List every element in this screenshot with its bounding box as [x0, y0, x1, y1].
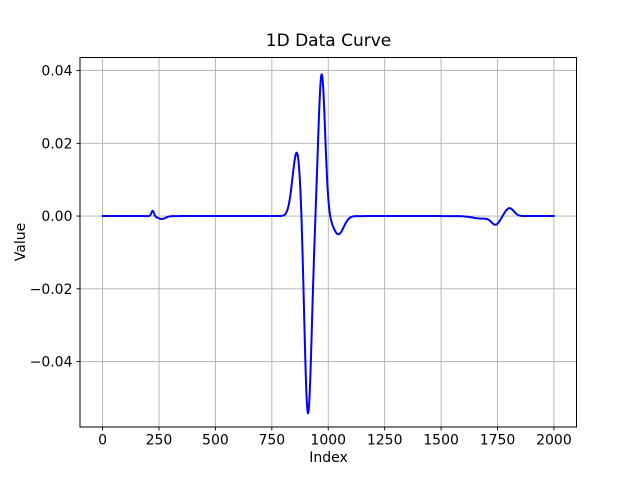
- y-tick-label: 0.04: [41, 64, 72, 80]
- gridlines: [80, 57, 577, 427]
- x-tick-label: 0: [98, 433, 107, 449]
- x-tick-label: 1250: [367, 433, 403, 449]
- y-tick-label: 0.02: [41, 136, 72, 152]
- y-tick-label: −0.04: [30, 355, 73, 371]
- y-tick-label: 0.00: [41, 209, 72, 225]
- x-tick-label: 1750: [480, 433, 516, 449]
- tick-labels: 0 250 500 750 1000 1250 1500 1750 2000 −0.04 −0.02…: [30, 64, 572, 449]
- x-tick-label: 1500: [423, 433, 459, 449]
- x-tick-label: 750: [258, 433, 285, 449]
- x-tick-label: 2000: [536, 433, 572, 449]
- y-axis-label: Value: [13, 222, 29, 262]
- x-axis-label: Index: [309, 450, 348, 466]
- data-series-layer: [101, 73, 555, 415]
- chart-title: 1D Data Curve: [265, 31, 392, 51]
- y-tick-label: −0.02: [30, 282, 73, 298]
- x-tick-label: 250: [146, 433, 173, 449]
- data-curve: [101, 73, 555, 415]
- x-tick-label: 1000: [310, 433, 346, 449]
- tick-marks: [76, 70, 555, 431]
- x-tick-label: 500: [202, 433, 229, 449]
